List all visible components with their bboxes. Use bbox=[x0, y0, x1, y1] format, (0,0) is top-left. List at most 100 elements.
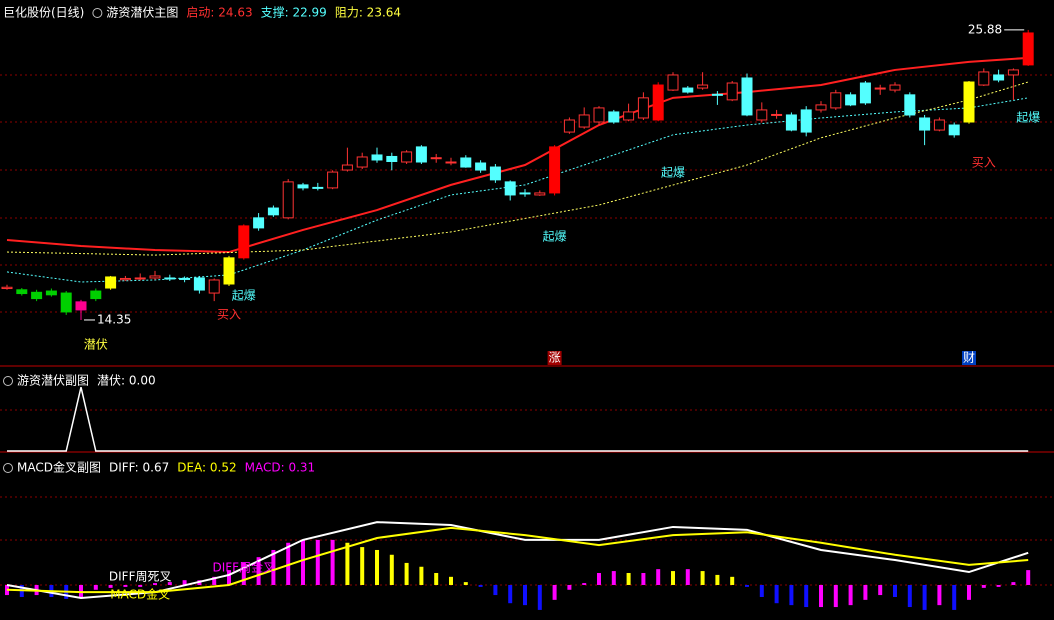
macd-bar bbox=[523, 584, 527, 606]
candle-body bbox=[238, 225, 250, 259]
marker-text: 涨 bbox=[549, 350, 561, 365]
macd-bar bbox=[952, 584, 957, 610]
candle-body bbox=[105, 276, 117, 289]
macd-bar bbox=[79, 584, 83, 597]
legend-entry: MACD: 0.31 bbox=[245, 461, 316, 475]
panel-icon bbox=[3, 463, 13, 473]
candle-body bbox=[489, 166, 501, 181]
candle-body bbox=[771, 113, 783, 116]
macd-bar bbox=[227, 570, 231, 585]
macd-bar bbox=[167, 582, 172, 585]
indicator-line bbox=[6, 56, 1029, 254]
annotation: 起爆 bbox=[232, 289, 256, 303]
macd-bar bbox=[419, 566, 424, 585]
marker-box bbox=[547, 351, 562, 365]
candle-body bbox=[623, 111, 635, 121]
candle-body bbox=[356, 156, 368, 168]
candle-body bbox=[31, 291, 43, 300]
candle-body bbox=[386, 155, 398, 162]
candle-body bbox=[297, 184, 309, 189]
macd-bar bbox=[123, 584, 128, 587]
macd-bar bbox=[375, 549, 379, 585]
macd-bar bbox=[1011, 582, 1016, 585]
macd-bar bbox=[878, 584, 883, 596]
candle-body bbox=[504, 181, 516, 196]
candle-body bbox=[1022, 32, 1034, 66]
candle-body bbox=[45, 290, 57, 296]
macd-bar bbox=[922, 584, 927, 610]
marker-text: 财 bbox=[963, 351, 975, 365]
macd-bar bbox=[271, 549, 276, 585]
candle-body bbox=[519, 192, 531, 195]
macd-bar bbox=[241, 562, 246, 585]
candle-body bbox=[1007, 69, 1019, 76]
candle-body bbox=[327, 171, 339, 189]
legend-entry: DIFF: 0.67 bbox=[109, 461, 169, 475]
panel-icon bbox=[92, 8, 103, 18]
macd-bar bbox=[611, 571, 616, 585]
candle-body bbox=[874, 87, 886, 90]
candle-body bbox=[475, 162, 487, 171]
candle-body bbox=[179, 277, 191, 280]
macd-bar bbox=[404, 562, 409, 585]
legend-entry: 阻力: 23.64 bbox=[335, 6, 401, 20]
candle-body bbox=[75, 301, 87, 311]
legend-entry: 启动: 24.63 bbox=[186, 6, 252, 20]
candle-body bbox=[815, 104, 827, 111]
macd-bar bbox=[552, 584, 557, 600]
macd-bar bbox=[863, 584, 868, 600]
macd-bar bbox=[153, 583, 157, 585]
macd-bar bbox=[345, 542, 350, 585]
macd-bar bbox=[981, 584, 986, 588]
macd-bar bbox=[582, 583, 587, 585]
macd-bar bbox=[685, 569, 690, 585]
macd-bar bbox=[449, 576, 453, 585]
candle-body bbox=[652, 84, 664, 121]
candle-body bbox=[904, 94, 916, 116]
macd-bar bbox=[819, 584, 823, 608]
macd-bar bbox=[389, 554, 394, 585]
candle-body bbox=[312, 186, 324, 189]
candle-body bbox=[993, 74, 1005, 81]
legend-entry: 潜伏: 0.00 bbox=[97, 374, 156, 388]
candle-body bbox=[593, 107, 605, 123]
candle-body bbox=[756, 109, 768, 121]
annotation: MACD金叉 bbox=[110, 587, 170, 602]
candle-body bbox=[711, 93, 723, 96]
candle-body bbox=[978, 71, 990, 86]
candle-body bbox=[608, 111, 620, 123]
candle-body bbox=[60, 292, 72, 313]
candle-body bbox=[267, 207, 279, 216]
macd-bar bbox=[597, 572, 601, 585]
macd-bar bbox=[656, 569, 661, 585]
candle-body bbox=[282, 181, 294, 219]
candle-body bbox=[933, 119, 945, 131]
indicator-line bbox=[6, 526, 1029, 594]
macd-bar bbox=[508, 584, 513, 604]
macd-bar bbox=[182, 580, 187, 585]
macd-bar bbox=[315, 539, 320, 585]
candle-body bbox=[785, 114, 797, 131]
candle-body bbox=[919, 117, 931, 131]
candle-body bbox=[193, 277, 205, 291]
macd-bar bbox=[567, 584, 572, 590]
panel-title: 游资潜伏副图 bbox=[17, 374, 89, 388]
candle-body bbox=[164, 277, 176, 280]
macd-bar bbox=[671, 571, 675, 585]
signal-line bbox=[7, 386, 1029, 452]
macd-bar bbox=[537, 584, 542, 610]
candle-body bbox=[445, 161, 457, 164]
legend-entry: 支撑: 22.99 bbox=[261, 5, 327, 20]
macd-bar bbox=[1026, 570, 1031, 585]
candle-body bbox=[1, 286, 13, 290]
macd-bar bbox=[967, 584, 971, 600]
candle-body bbox=[134, 277, 146, 280]
macd-bar bbox=[330, 539, 335, 585]
macd-bar bbox=[789, 584, 794, 606]
candle-body bbox=[223, 257, 235, 285]
annotation: 买入 bbox=[217, 308, 241, 322]
annotation: 买入 bbox=[972, 156, 996, 170]
marker-box bbox=[962, 351, 976, 365]
macd-bar bbox=[212, 576, 217, 585]
